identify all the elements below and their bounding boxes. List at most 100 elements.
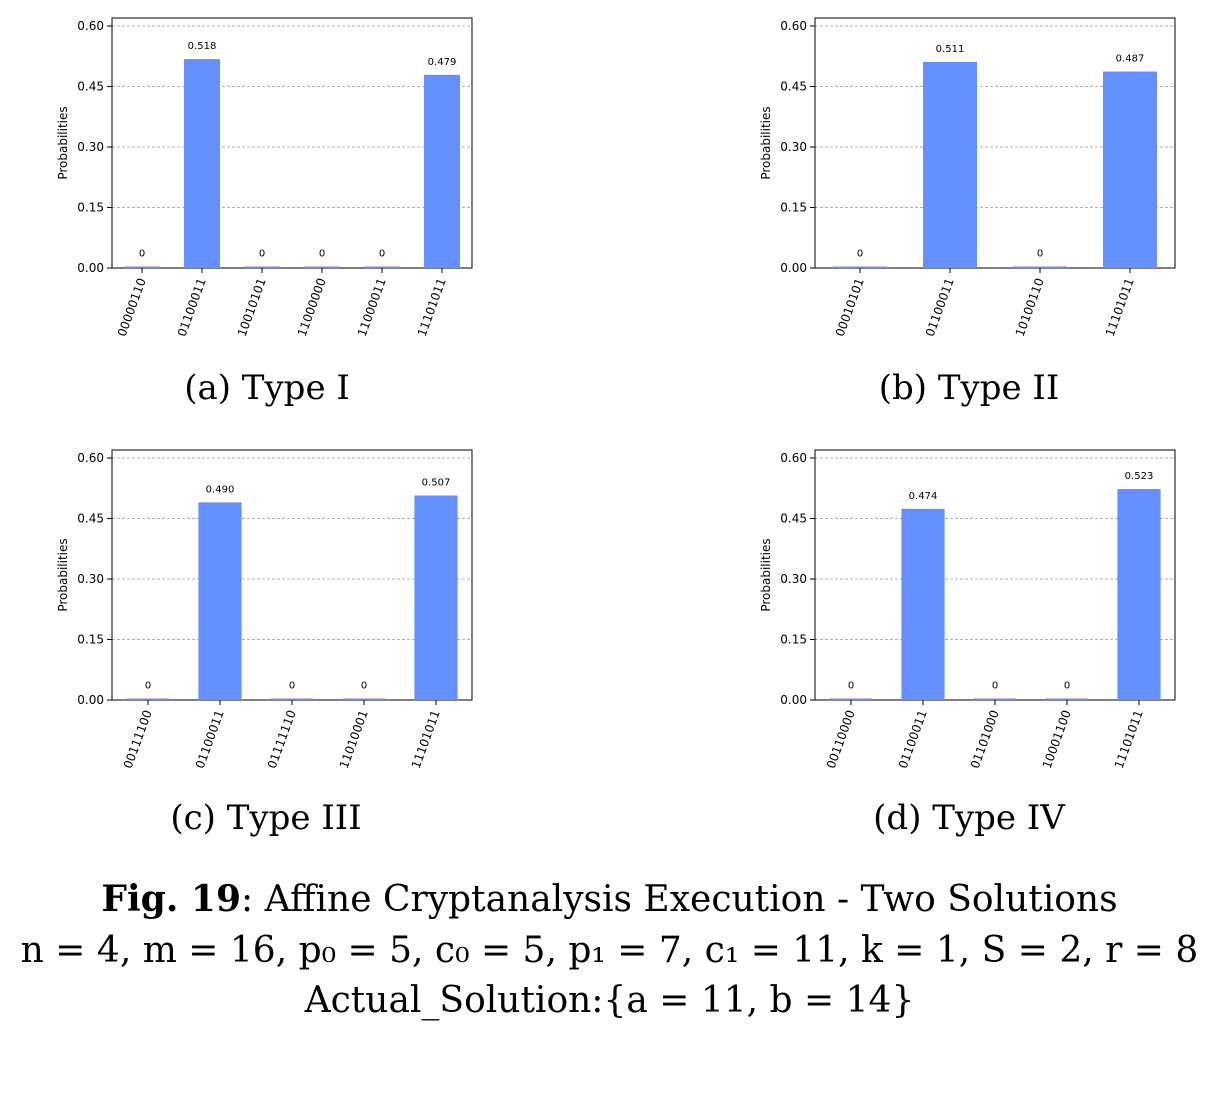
data-label: 0 xyxy=(259,249,265,260)
bar xyxy=(923,61,977,268)
x-tick-label: 11000011 xyxy=(355,276,389,338)
figure-label: Fig. 19 xyxy=(101,878,241,920)
x-tick-label: 11101011 xyxy=(415,276,449,338)
bar xyxy=(270,698,314,700)
y-tick-label: 0.30 xyxy=(780,140,807,154)
data-label: 0.523 xyxy=(1125,471,1154,482)
subcaption-c: (c) Type III xyxy=(170,798,362,838)
bar xyxy=(364,266,400,268)
y-tick-label: 0.15 xyxy=(780,201,807,215)
y-tick-label: 0.15 xyxy=(780,633,807,647)
y-tick-label: 0.45 xyxy=(780,80,807,94)
subcaption-d: (d) Type IV xyxy=(873,798,1065,838)
x-tick-label: 00000110 xyxy=(115,276,149,338)
y-axis-label: Probabilities xyxy=(759,538,773,611)
x-tick-label: 10010101 xyxy=(235,276,269,338)
x-tick-label: 01100011 xyxy=(175,276,209,338)
data-label: 0.490 xyxy=(206,484,235,495)
y-tick-label: 0.30 xyxy=(780,572,807,586)
y-tick-label: 0.45 xyxy=(77,80,104,94)
x-tick-label: 11101011 xyxy=(409,708,443,770)
axes-frame xyxy=(111,17,473,269)
x-tick-label: 11010001 xyxy=(337,708,371,770)
y-axis-label: Probabilities xyxy=(56,106,70,179)
subcaption-b: (b) Type II xyxy=(878,368,1060,408)
x-tick-label: 11101011 xyxy=(1103,276,1137,338)
chart-panel-d: 0.00 0.15 0.30 0.45 0.60 Probabilities 0 001100… xyxy=(700,432,1219,852)
data-label: 0.507 xyxy=(422,478,451,489)
x-tick-label: 01100011 xyxy=(923,276,957,338)
figure-title: : Affine Cryptanalysis Execution - Two S… xyxy=(241,879,1118,920)
y-tick-label: 0.45 xyxy=(77,512,104,526)
y-tick-label: 0.00 xyxy=(77,261,104,275)
y-tick-label: 0.60 xyxy=(77,451,104,465)
axes-frame xyxy=(814,17,1176,269)
data-label: 0 xyxy=(139,249,145,260)
data-label: 0.511 xyxy=(936,44,965,55)
x-tick-label: 01111110 xyxy=(265,708,299,770)
figure-caption-params: n = 4, m = 16, p₀ = 5, c₀ = 5, p₁ = 7, c… xyxy=(20,930,1199,971)
bar xyxy=(833,266,887,268)
figure-caption-solution: Actual_Solution:{a = 11, b = 14} xyxy=(304,980,915,1021)
chart-panel-c: 0.00 0.15 0.30 0.45 0.60 Probabilities 0 001111… xyxy=(0,432,600,852)
y-axis-label: Probabilities xyxy=(759,106,773,179)
x-tick-label: 01100011 xyxy=(193,708,227,770)
bar xyxy=(1045,698,1089,700)
bar xyxy=(126,698,170,700)
bar xyxy=(901,508,945,700)
bar xyxy=(342,698,386,700)
bar xyxy=(1013,266,1067,268)
bar xyxy=(124,266,160,268)
subcaption-a: (a) Type I xyxy=(184,368,350,408)
y-tick-label: 0.60 xyxy=(780,451,807,465)
y-tick-label: 0.30 xyxy=(77,140,104,154)
chart-b: 0.00 0.15 0.30 0.45 0.60 Probabilities 0 000101… xyxy=(759,17,1176,338)
data-label: 0 xyxy=(848,681,854,692)
data-label: 0 xyxy=(1064,681,1070,692)
data-label: 0 xyxy=(145,681,151,692)
x-tick-label: 10001100 xyxy=(1040,708,1074,770)
bar xyxy=(424,74,460,268)
chart-panel-b: 0.00 0.15 0.30 0.45 0.60 Probabilities 0 000101… xyxy=(700,0,1219,420)
data-label: 0.474 xyxy=(909,491,938,502)
figure-caption-title: Fig. 19: Affine Cryptanalysis Execution … xyxy=(0,878,1219,920)
data-label: 0.487 xyxy=(1116,54,1145,65)
x-tick-label: 10100110 xyxy=(1013,276,1047,338)
chart-panel-a: 0.00 0.15 0.30 0.45 0.60 Probabilities 0 000001… xyxy=(0,0,600,420)
data-label: 0 xyxy=(1037,249,1043,260)
bar xyxy=(244,266,280,268)
bar xyxy=(184,59,220,268)
y-axis-label: Probabilities xyxy=(56,538,70,611)
y-tick-label: 0.15 xyxy=(77,633,104,647)
y-tick-label: 0.60 xyxy=(77,19,104,33)
x-tick-label: 01101000 xyxy=(968,708,1002,770)
data-label: 0 xyxy=(319,249,325,260)
chart-c: 0.000.150.300.450.60Probabilities0001111… xyxy=(56,449,473,770)
y-tick-label: 0.00 xyxy=(780,693,807,707)
chart-d: 0.000.150.300.450.60Probabilities0001100… xyxy=(759,449,1176,770)
bar xyxy=(829,698,873,700)
bar xyxy=(198,502,242,700)
y-tick-label: 0.00 xyxy=(780,261,807,275)
data-label: 0 xyxy=(361,681,367,692)
y-tick-label: 0.45 xyxy=(780,512,807,526)
y-tick-label: 0.30 xyxy=(77,572,104,586)
chart-a: 0.00 0.15 0.30 0.45 0.60 Probabilities 0 000001… xyxy=(56,17,473,338)
x-tick-label: 00010101 xyxy=(833,276,867,338)
x-tick-label: 11101011 xyxy=(1112,708,1146,770)
y-tick-label: 0.15 xyxy=(77,201,104,215)
x-tick-label: 00110000 xyxy=(824,708,858,770)
data-label: 0 xyxy=(992,681,998,692)
data-label: 0.518 xyxy=(188,41,217,52)
x-tick-label: 01100011 xyxy=(896,708,930,770)
y-tick-label: 0.60 xyxy=(780,19,807,33)
x-tick-label: 00111100 xyxy=(121,708,155,770)
bar xyxy=(973,698,1017,700)
data-label: 0.479 xyxy=(428,57,457,68)
x-tick-label: 11000000 xyxy=(295,276,329,338)
y-tick-label: 0.00 xyxy=(77,693,104,707)
data-label: 0 xyxy=(289,681,295,692)
data-label: 0 xyxy=(379,249,385,260)
bar xyxy=(414,495,458,700)
bar xyxy=(304,266,340,268)
